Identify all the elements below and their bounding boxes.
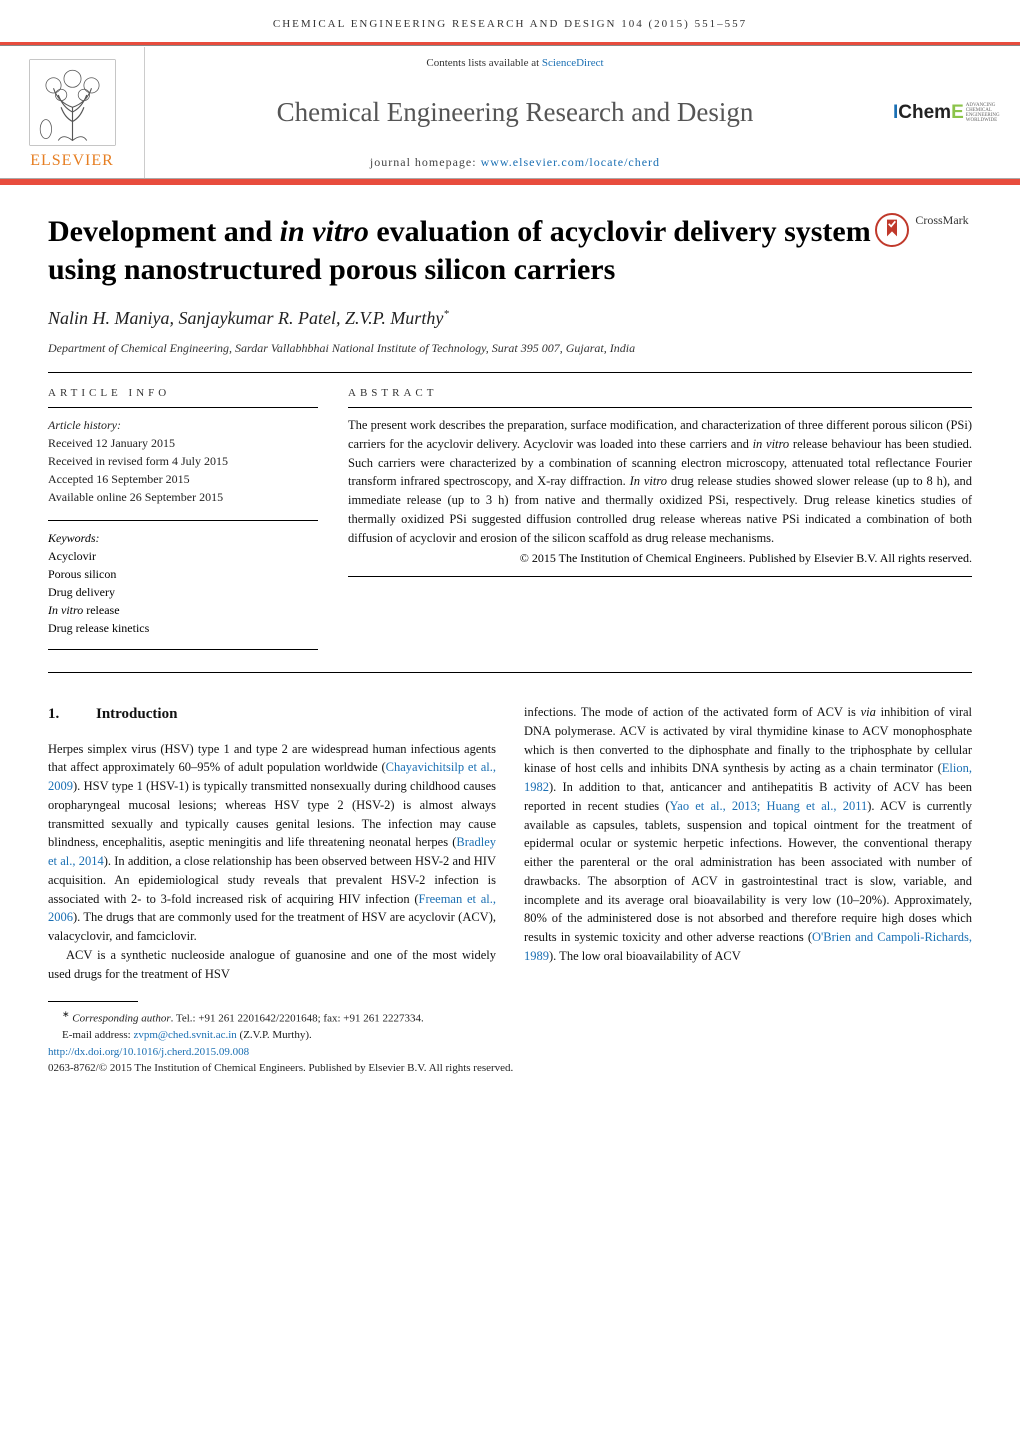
footer-rule: [48, 1001, 138, 1002]
col1-para2: ACV is a synthetic nucleoside analogue o…: [48, 946, 496, 984]
info-rule-1: [48, 407, 318, 408]
section-num: 1.: [48, 703, 96, 726]
journal-name: Chemical Engineering Research and Design: [157, 79, 873, 146]
keyword-4: In vitro release: [48, 601, 318, 619]
contents-line: Contents lists available at ScienceDirec…: [157, 57, 873, 69]
footer-asterisk: ∗: [62, 1009, 70, 1019]
corresponding-author: ∗ Corresponding author. Tel.: +91 261 22…: [48, 1008, 972, 1027]
keywords-label: Keywords:: [48, 529, 318, 547]
abstract-rule: [348, 407, 972, 408]
keyword-3: Drug delivery: [48, 583, 318, 601]
info-rule-2: [48, 520, 318, 521]
homepage-line: journal homepage: www.elsevier.com/locat…: [157, 155, 873, 170]
email-link[interactable]: zvpm@ched.svnit.ac.in: [133, 1029, 236, 1041]
keyword-4-italic: In vitro: [48, 603, 83, 617]
c2p1a: infections. The mode of action of the ac…: [524, 705, 861, 719]
email-label: E-mail address:: [62, 1029, 133, 1041]
accepted-date: Accepted 16 September 2015: [48, 470, 318, 488]
crossmark-label: CrossMark: [915, 213, 968, 228]
article-info-heading: ARTICLE INFO: [48, 387, 318, 399]
corr-label: Corresponding author: [72, 1013, 170, 1025]
keyword-2: Porous silicon: [48, 565, 318, 583]
keyword-1: Acyclovir: [48, 547, 318, 565]
abstract-heading: ABSTRACT: [348, 387, 972, 399]
contents-prefix: Contents lists available at: [426, 57, 541, 69]
keyword-4-rest: release: [83, 603, 119, 617]
homepage-prefix: journal homepage:: [370, 155, 481, 169]
history-label: Article history:: [48, 416, 318, 434]
journal-header: ELSEVIER Contents lists available at Sci…: [0, 47, 1020, 179]
issn-copyright: 0263-8762/© 2015 The Institution of Chem…: [48, 1060, 972, 1077]
icheme-chem: Chem: [898, 102, 951, 123]
icheme-logo: IChemE: [893, 102, 964, 124]
affiliation: Department of Chemical Engineering, Sard…: [0, 337, 1020, 372]
online-date: Available online 26 September 2015: [48, 488, 318, 506]
col1-para1: Herpes simplex virus (HSV) type 1 and ty…: [48, 740, 496, 946]
section-title: Introduction: [96, 706, 177, 722]
abstract-copyright: © 2015 The Institution of Chemical Engin…: [348, 551, 972, 566]
abstract-text: The present work describes the preparati…: [348, 416, 972, 547]
sciencedirect-link[interactable]: ScienceDirect: [542, 57, 604, 69]
c1p1d: ). The drugs that are commonly used for …: [48, 910, 496, 943]
icheme-e: E: [951, 102, 964, 123]
keywords-block: Keywords: Acyclovir Porous silicon Drug …: [48, 529, 318, 637]
rule-short: [48, 649, 318, 650]
elsevier-logo-block: ELSEVIER: [0, 47, 145, 178]
elsevier-text: ELSEVIER: [30, 152, 114, 170]
crossmark-badge[interactable]: CrossMark: [872, 213, 972, 288]
revised-date: Received in revised form 4 July 2015: [48, 452, 318, 470]
c2p1d: ). ACV is currently available as capsule…: [524, 799, 972, 944]
author-asterisk: *: [443, 308, 449, 320]
running-head: CHEMICAL ENGINEERING RESEARCH AND DESIGN…: [0, 0, 1020, 42]
doi-link[interactable]: http://dx.doi.org/10.1016/j.cherd.2015.0…: [48, 1046, 249, 1058]
abs-i1: in vitro: [753, 437, 790, 451]
email-line: E-mail address: zvpm@ched.svnit.ac.in (Z…: [48, 1027, 972, 1044]
column-left: 1.Introduction Herpes simplex virus (HSV…: [48, 703, 496, 983]
article-history: Article history: Received 12 January 201…: [48, 416, 318, 506]
title-italic: in vitro: [280, 215, 369, 248]
homepage-link[interactable]: www.elsevier.com/locate/cherd: [481, 155, 661, 169]
icheme-logo-block: IChemE ADVANCING CHEMICAL ENGINEERING WO…: [885, 47, 1020, 178]
icheme-tagline: ADVANCING CHEMICAL ENGINEERING WORLDWIDE: [966, 103, 1012, 123]
abs-i2: In vitro: [630, 474, 667, 488]
corr-text: . Tel.: +91 261 2201642/2201648; fax: +9…: [171, 1013, 424, 1025]
article-title: Development and in vitro evaluation of a…: [48, 213, 872, 288]
authors: Nalin H. Maniya, Sanjaykumar R. Patel, Z…: [0, 294, 1020, 337]
column-right: infections. The mode of action of the ac…: [524, 703, 972, 983]
body-columns: 1.Introduction Herpes simplex virus (HSV…: [0, 673, 1020, 983]
section-1-heading: 1.Introduction: [48, 703, 496, 726]
crossmark-circle: [875, 213, 909, 247]
doi-line: http://dx.doi.org/10.1016/j.cherd.2015.0…: [48, 1044, 972, 1061]
email-who: (Z.V.P. Murthy).: [237, 1029, 312, 1041]
col2-para1: infections. The mode of action of the ac…: [524, 703, 972, 966]
elsevier-tree-icon: [25, 55, 120, 150]
thin-line: [0, 45, 1020, 46]
received-date: Received 12 January 2015: [48, 434, 318, 452]
keyword-5: Drug release kinetics: [48, 619, 318, 637]
authors-text: Nalin H. Maniya, Sanjaykumar R. Patel, Z…: [48, 308, 443, 328]
footer: ∗ Corresponding author. Tel.: +91 261 22…: [0, 983, 1020, 1099]
article-info-block: ARTICLE INFO Article history: Received 1…: [48, 387, 318, 637]
title-part1: Development and: [48, 215, 280, 248]
c2p1e: ). The low oral bioavailability of ACV: [549, 949, 741, 963]
crossmark-icon: [882, 218, 902, 242]
abstract-rule-2: [348, 576, 972, 577]
abstract-block: ABSTRACT The present work describes the …: [348, 387, 972, 637]
header-center: Contents lists available at ScienceDirec…: [145, 47, 885, 178]
c2i1: via: [861, 705, 876, 719]
c1p1b: ). HSV type 1 (HSV-1) is typically trans…: [48, 779, 496, 849]
ref-yao-huang[interactable]: Yao et al., 2013; Huang et al., 2011: [670, 799, 868, 813]
